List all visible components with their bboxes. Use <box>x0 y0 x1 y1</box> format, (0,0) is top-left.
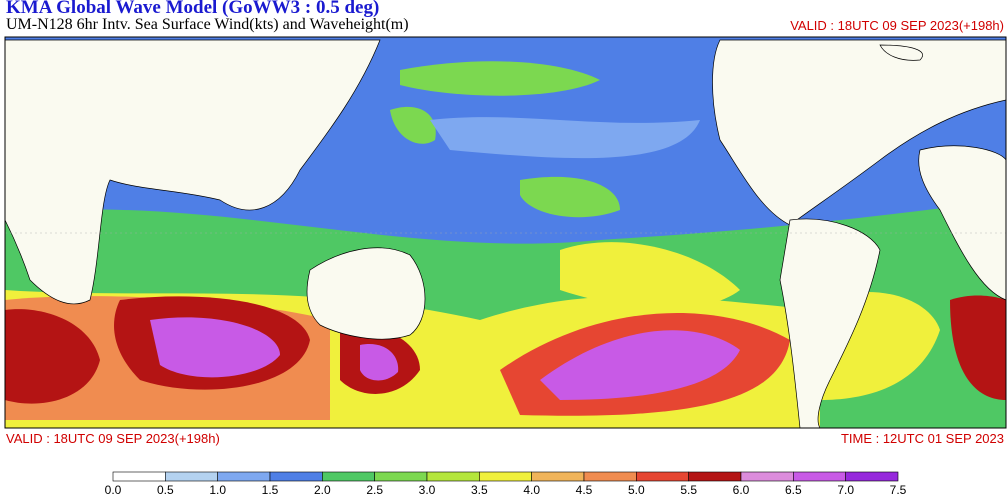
colorbar-tick-label: 5.5 <box>680 483 697 496</box>
colorbar-swatch <box>479 471 532 482</box>
colorbar-swatch <box>269 471 323 482</box>
colorbar-swatch <box>217 471 271 482</box>
colorbar-swatch <box>793 471 846 482</box>
colorbar-tick-label: 7.0 <box>837 483 854 496</box>
colorbar-tick-label: 1.0 <box>209 483 226 496</box>
map-frame <box>4 36 1007 429</box>
colorbar-tick-label: 7.5 <box>890 483 907 496</box>
title: KMA Global Wave Model (GoWW3 : 0.5 deg) <box>6 0 380 18</box>
colorbar-tick-label: 0.0 <box>105 483 122 496</box>
land <box>4 39 1007 429</box>
colorbar-swatch <box>374 471 428 482</box>
colorbar-swatch <box>688 471 742 482</box>
subtitle: UM-N128 6hr Intv. Sea Surface Wind(kts) … <box>6 16 409 33</box>
colorbar-swatch <box>322 471 375 482</box>
colorbar-tick-label: 3.5 <box>471 483 488 496</box>
colorbar-tick-label: 3.0 <box>419 483 436 496</box>
colorbar-tick-label: 6.0 <box>733 483 750 496</box>
colorbar-tick-label: 6.5 <box>785 483 802 496</box>
colorbar-tick-label: 1.5 <box>262 483 279 496</box>
colorbar-swatch <box>165 471 218 482</box>
colorbar-swatch <box>112 471 166 482</box>
colorbar-tick-label: 4.5 <box>576 483 593 496</box>
colorbar-tick-label: 4.0 <box>523 483 540 496</box>
valid-time: VALID : 18UTC 09 SEP 2023(+198h) <box>6 431 220 446</box>
colorbar-swatch <box>583 471 637 482</box>
colorbar-tick-label: 2.0 <box>314 483 331 496</box>
colorbar-tick-label: 5.0 <box>628 483 645 496</box>
init-time: TIME : 12UTC 01 SEP 2023 <box>840 431 1004 446</box>
colorbar-swatch <box>845 471 899 482</box>
colorbar-swatch <box>636 471 689 482</box>
colorbar-tick-label: 0.5 <box>157 483 174 496</box>
valid-time: VALID : 18UTC 09 SEP 2023(+198h) <box>790 18 1004 33</box>
colorbar: 0.0 0.5 1.0 1.5 2.0 2.5 3.0 3.5 4.0 4.5 5.0 5.5 6.0 6… <box>105 471 907 496</box>
colorbar-swatch <box>426 471 480 482</box>
colorbar-tick-label: 2.5 <box>366 483 383 496</box>
colorbar-swatch <box>740 471 794 482</box>
colorbar-swatch <box>531 471 585 482</box>
